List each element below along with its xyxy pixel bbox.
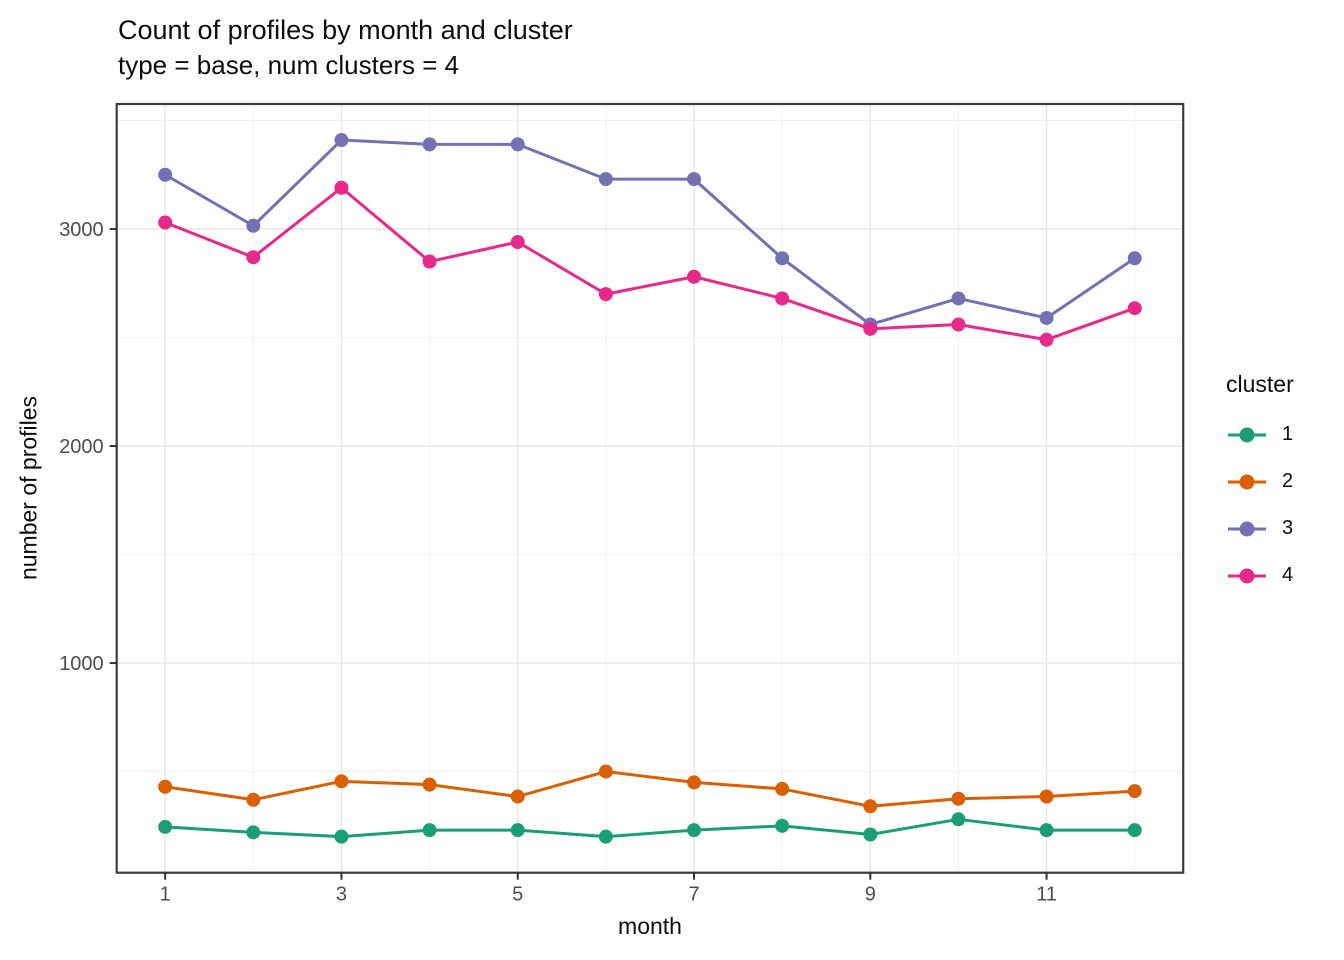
data-point-cluster-1-month-9 xyxy=(863,827,878,842)
x-tick-label: 3 xyxy=(336,884,347,906)
legend-label: 2 xyxy=(1282,470,1294,492)
data-point-cluster-4-month-7 xyxy=(687,269,702,284)
x-tick-label: 7 xyxy=(688,884,699,906)
data-point-cluster-4-month-9 xyxy=(863,321,878,336)
data-point-cluster-1-month-6 xyxy=(598,829,613,844)
data-point-cluster-4-month-5 xyxy=(510,235,525,250)
data-point-cluster-4-month-3 xyxy=(334,180,349,195)
legend-item-cluster-3: 3 xyxy=(1226,512,1294,545)
data-point-cluster-3-month-2 xyxy=(246,218,261,233)
legend-key-icon xyxy=(1228,568,1266,583)
data-point-cluster-3-month-12 xyxy=(1127,251,1142,266)
data-point-cluster-2-month-1 xyxy=(158,779,173,794)
data-point-cluster-3-month-5 xyxy=(510,137,525,152)
legend-key-icon xyxy=(1228,521,1266,536)
data-point-cluster-1-month-3 xyxy=(334,829,349,844)
x-tick-label: 5 xyxy=(512,884,523,906)
data-point-cluster-1-month-2 xyxy=(246,825,261,840)
legend-item-cluster-4: 4 xyxy=(1226,559,1294,592)
x-axis-title: month xyxy=(618,913,682,939)
data-point-cluster-2-month-7 xyxy=(687,775,702,790)
data-point-cluster-3-month-4 xyxy=(422,137,437,152)
chart-title: Count of profiles by month and cluster xyxy=(118,15,573,45)
y-tick-label: 1000 xyxy=(59,653,104,675)
data-point-cluster-2-month-6 xyxy=(598,764,613,779)
data-point-cluster-4-month-6 xyxy=(598,287,613,302)
legend: cluster 1 2 3 4 xyxy=(1226,371,1294,606)
data-point-cluster-1-month-7 xyxy=(687,823,702,838)
data-point-cluster-1-month-12 xyxy=(1127,823,1142,838)
data-point-cluster-3-month-11 xyxy=(1039,310,1054,325)
data-point-cluster-4-month-12 xyxy=(1127,301,1142,316)
data-point-cluster-2-month-2 xyxy=(246,792,261,807)
data-point-cluster-3-month-1 xyxy=(158,167,173,182)
data-point-cluster-1-month-5 xyxy=(510,823,525,838)
data-point-cluster-1-month-11 xyxy=(1039,823,1054,838)
data-point-cluster-4-month-4 xyxy=(422,254,437,269)
series-line-cluster-3 xyxy=(163,138,1137,326)
legend-key-icon xyxy=(1228,427,1266,442)
data-point-cluster-1-month-10 xyxy=(951,812,966,827)
panel-border xyxy=(115,102,1185,874)
legend-item-cluster-2: 2 xyxy=(1226,465,1294,498)
data-point-cluster-2-month-4 xyxy=(422,777,437,792)
data-point-cluster-2-month-10 xyxy=(951,791,966,806)
chart-subtitle: type = base, num clusters = 4 xyxy=(118,50,460,80)
data-point-cluster-2-month-8 xyxy=(775,781,790,796)
legend-label: 3 xyxy=(1282,517,1294,539)
data-point-cluster-3-month-10 xyxy=(951,291,966,306)
data-point-cluster-1-month-1 xyxy=(158,819,173,834)
data-point-cluster-3-month-7 xyxy=(687,172,702,187)
legend-title: cluster xyxy=(1226,371,1294,397)
data-point-cluster-4-month-2 xyxy=(246,250,261,265)
y-tick-label: 3000 xyxy=(59,219,104,241)
data-point-cluster-4-month-11 xyxy=(1039,332,1054,347)
data-point-cluster-2-month-12 xyxy=(1127,784,1142,799)
data-point-cluster-4-month-8 xyxy=(775,291,790,306)
legend-label: 1 xyxy=(1282,423,1294,445)
data-point-cluster-3-month-8 xyxy=(775,251,790,266)
y-tick-label: 2000 xyxy=(59,436,104,458)
data-point-cluster-2-month-11 xyxy=(1039,789,1054,804)
data-point-cluster-4-month-1 xyxy=(158,215,173,230)
data-point-cluster-1-month-8 xyxy=(775,818,790,833)
legend-item-cluster-1: 1 xyxy=(1226,418,1294,451)
data-point-cluster-4-month-10 xyxy=(951,317,966,332)
x-tick-label: 9 xyxy=(865,884,876,906)
panel-background xyxy=(116,104,1184,873)
series-line-cluster-1 xyxy=(163,817,1137,839)
data-point-cluster-3-month-3 xyxy=(334,133,349,148)
series-line-cluster-2 xyxy=(163,770,1137,808)
data-point-cluster-3-month-6 xyxy=(598,172,613,187)
data-point-cluster-2-month-5 xyxy=(510,789,525,804)
legend-label: 4 xyxy=(1282,564,1294,586)
data-point-cluster-2-month-9 xyxy=(863,799,878,814)
data-point-cluster-2-month-3 xyxy=(334,774,349,789)
x-tick-label: 11 xyxy=(1036,884,1057,906)
legend-key-icon xyxy=(1228,474,1266,489)
data-point-cluster-1-month-4 xyxy=(422,823,437,838)
y-axis-title: number of profiles xyxy=(15,395,42,581)
legend-items: 1 2 3 4 xyxy=(1226,418,1294,592)
x-tick-label: 1 xyxy=(160,884,171,906)
series-line-cluster-4 xyxy=(163,186,1137,342)
